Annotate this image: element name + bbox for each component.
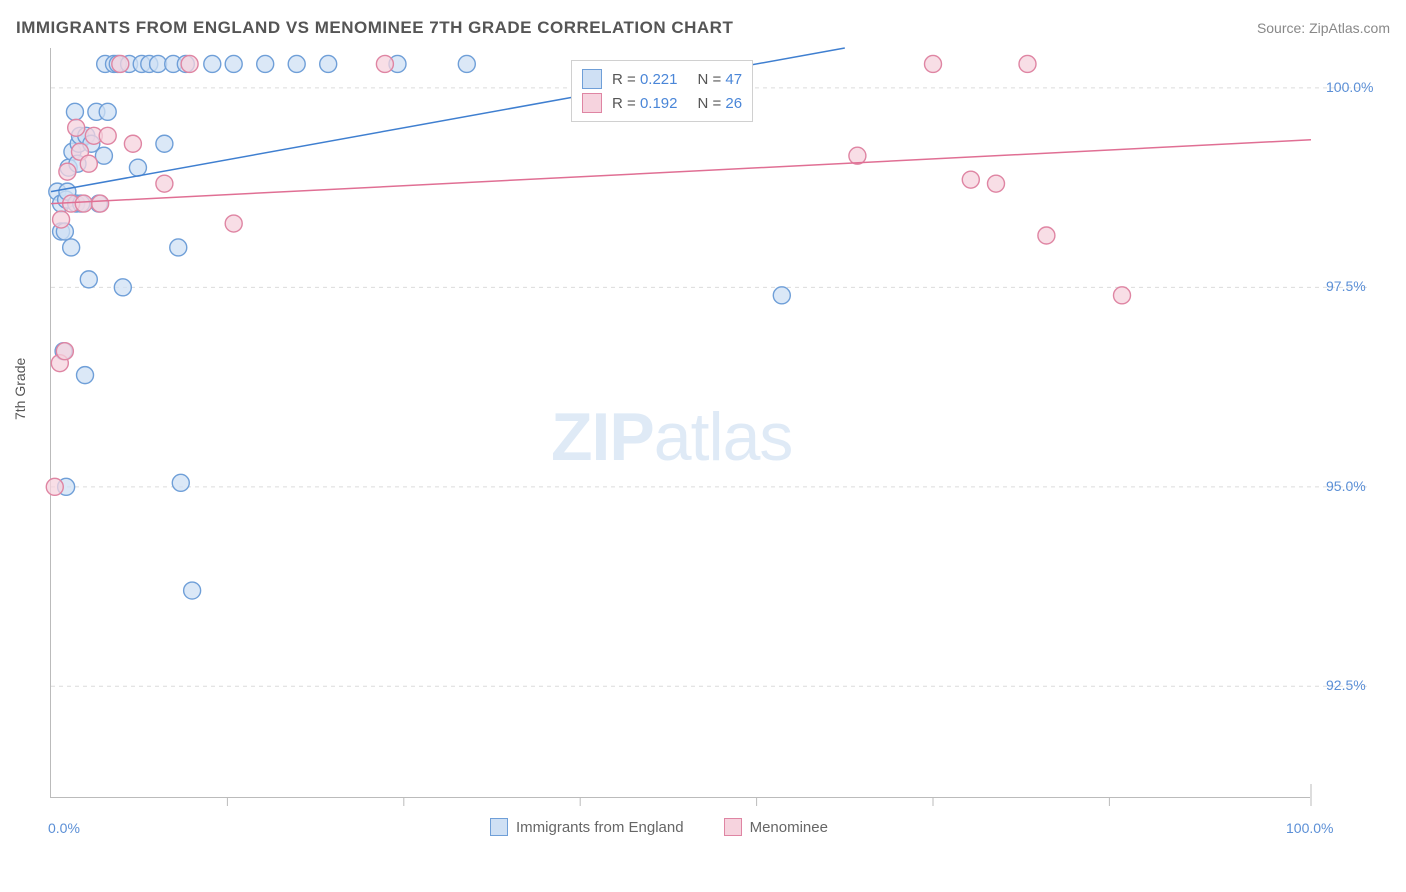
legend-label: Menominee [750,819,828,836]
data-point [63,239,80,256]
data-point [75,195,92,212]
data-point [204,55,221,72]
data-point [46,478,63,495]
data-point [376,55,393,72]
source-attribution: Source: ZipAtlas.com [1257,20,1390,36]
x-tick-label: 0.0% [48,820,80,836]
data-point [320,55,337,72]
data-point [849,147,866,164]
y-tick-label: 100.0% [1326,79,1373,95]
data-point [112,55,129,72]
data-point [80,271,97,288]
data-point [68,119,85,136]
correlation-stats-box: R = 0.221N = 47R = 0.192N = 26 [571,60,753,122]
data-point [77,367,94,384]
data-point [59,163,76,180]
data-point [66,103,83,120]
data-point [181,55,198,72]
data-point [56,343,73,360]
legend-swatch [582,69,602,89]
legend-item: Menominee [724,818,828,836]
x-axis-legend: Immigrants from England Menominee [490,818,828,836]
trend-line [51,140,1311,204]
data-point [172,474,189,491]
y-axis-label: 7th Grade [12,358,28,420]
data-point [170,239,187,256]
scatter-plot: ZIPatlas R = 0.221N = 47R = 0.192N = 26 [50,48,1310,798]
legend-swatch [582,93,602,113]
legend-item: Immigrants from England [490,818,684,836]
data-point [257,55,274,72]
data-point [962,171,979,188]
legend-swatch [724,818,742,836]
data-point [95,147,112,164]
y-tick-label: 97.5% [1326,278,1366,294]
x-tick-label: 100.0% [1286,820,1333,836]
data-point [1114,287,1131,304]
data-point [124,135,141,152]
data-point [988,175,1005,192]
y-tick-label: 95.0% [1326,478,1366,494]
data-point [773,287,790,304]
data-point [184,582,201,599]
data-point [114,279,131,296]
data-point [99,103,116,120]
data-point [156,135,173,152]
y-tick-label: 92.5% [1326,677,1366,693]
data-point [925,55,942,72]
data-point [99,127,116,144]
stats-row: R = 0.221N = 47 [582,67,742,91]
data-point [92,195,109,212]
stats-row: R = 0.192N = 26 [582,91,742,115]
legend-swatch [490,818,508,836]
data-point [80,155,97,172]
data-point [1019,55,1036,72]
data-point [156,175,173,192]
legend-label: Immigrants from England [516,819,684,836]
data-point [225,215,242,232]
data-point [458,55,475,72]
data-point [53,211,70,228]
chart-title: IMMIGRANTS FROM ENGLAND VS MENOMINEE 7TH… [16,18,733,38]
data-point [225,55,242,72]
data-point [1038,227,1055,244]
data-point [288,55,305,72]
data-point [129,159,146,176]
